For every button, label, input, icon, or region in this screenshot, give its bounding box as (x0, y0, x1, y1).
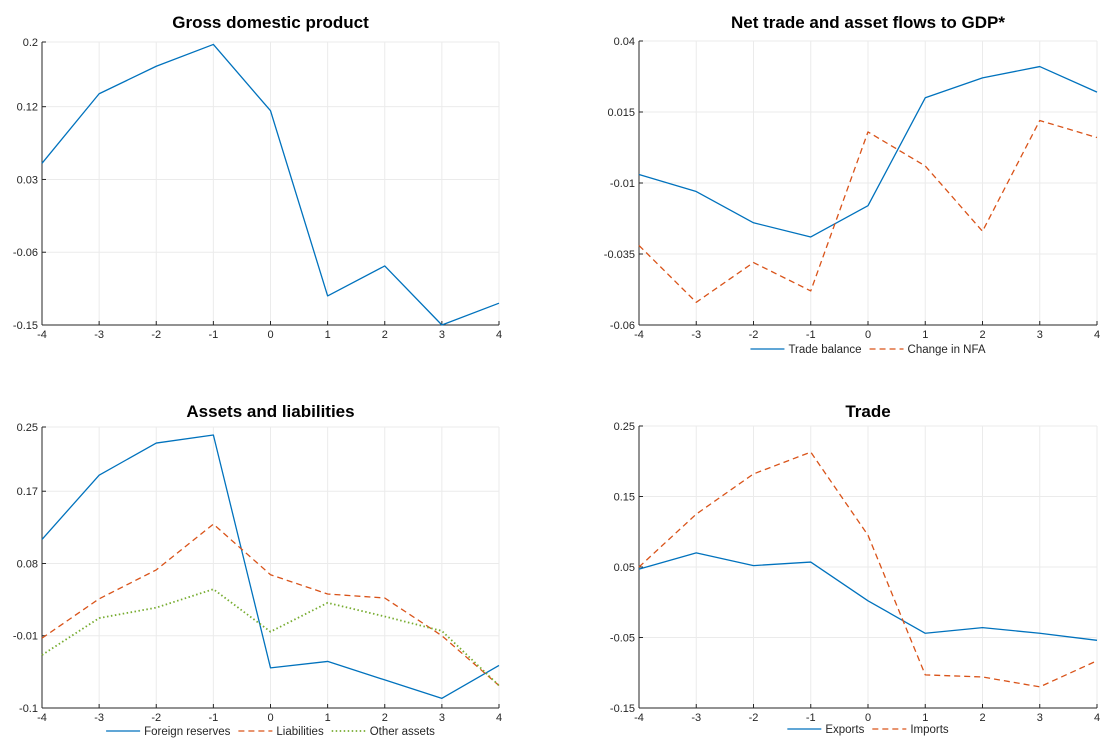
chart-1-xtick-label-4: 0 (865, 329, 871, 341)
chart-2-xtick-label-1: -3 (94, 712, 104, 724)
chart-1-xtick-label-5: 1 (922, 329, 928, 341)
chart-3-xtick-label-3: -1 (806, 712, 816, 724)
chart-1-ytick-label-4: 0.04 (614, 36, 635, 48)
chart-1-legend-label-0: Trade balance (788, 344, 861, 356)
chart-3-xtick-label-5: 1 (922, 712, 928, 724)
chart-2-legend-label-2: Other assets (370, 726, 435, 738)
chart-1-xtick-label-6: 2 (979, 329, 985, 341)
chart-3-xtick-label-0: -4 (634, 712, 644, 724)
chart-3-title: Trade (845, 402, 890, 421)
chart-0-xtick-label-5: 1 (325, 329, 331, 341)
chart-0-xtick-label-1: -3 (94, 329, 104, 341)
chart-3-ytick-label-3: 0.15 (614, 492, 635, 504)
chart-1-xtick-label-7: 3 (1037, 329, 1043, 341)
chart-2-series-line-2 (41, 588, 500, 687)
chart-2-ytick-label-4: 0.25 (17, 422, 38, 434)
net-trade-chart-panel: -0.06 -0.035 -0.01 0.015 0.04 -4 -3 -2 -1 0 1 2 3 4 Ne… (604, 13, 1100, 356)
chart-2-xtick-label-6: 2 (382, 712, 388, 724)
chart-0-title: Gross domestic product (172, 13, 369, 32)
chart-3-series-line-0 (638, 552, 1098, 641)
chart-2-xtick-label-7: 3 (439, 712, 445, 724)
chart-2-xtick-label-5: 1 (325, 712, 331, 724)
chart-0-series-line-0 (41, 43, 500, 326)
chart-3-ytick-label-2: 0.05 (614, 562, 635, 574)
chart-3-xtick-label-7: 3 (1037, 712, 1043, 724)
chart-1-ytick-label-2: -0.01 (610, 178, 635, 190)
chart-0-xtick-label-4: 0 (267, 329, 273, 341)
chart-0-xtick-label-2: -2 (151, 329, 161, 341)
chart-2-series-line-0 (41, 434, 500, 700)
chart-1-xtick-label-8: 4 (1094, 329, 1100, 341)
chart-1-series-line-0 (638, 65, 1098, 238)
chart-1-xtick-label-3: -1 (806, 329, 816, 341)
chart-2-series-line-1 (41, 523, 500, 687)
chart-3-legend-label-1: Imports (910, 724, 949, 736)
chart-3-legend-label-0: Exports (825, 724, 864, 736)
chart-1-ytick-label-0: -0.06 (610, 320, 635, 332)
chart-2-xtick-label-3: -1 (208, 712, 218, 724)
chart-3-legend: Exports Imports (787, 724, 949, 736)
chart-1-title: Net trade and asset flows to GDP* (731, 13, 1005, 32)
chart-3-xtick-label-4: 0 (865, 712, 871, 724)
chart-1-legend: Trade balance Change in NFA (750, 344, 986, 356)
chart-0-xtick-label-8: 4 (496, 329, 502, 341)
chart-0-ytick-label-4: 0.2 (23, 37, 38, 49)
chart-2-xtick-label-0: -4 (37, 712, 47, 724)
chart-0-xtick-label-0: -4 (37, 329, 47, 341)
chart-2-xtick-label-4: 0 (267, 712, 273, 724)
assets-liabilities-chart-panel: -0.1 -0.01 0.08 0.17 0.25 -4 -3 -2 -1 0 1 2 3 4 Assets… (13, 402, 502, 738)
chart-1-series-line-1 (638, 119, 1098, 303)
chart-2-title: Assets and liabilities (186, 402, 354, 421)
chart-0-ytick-label-2: 0.03 (17, 174, 38, 186)
chart-0-xtick-label-6: 2 (382, 329, 388, 341)
chart-3-ytick-label-4: 0.25 (614, 421, 635, 433)
chart-0-ytick-label-1: -0.06 (13, 247, 38, 259)
chart-1-xtick-label-1: -3 (691, 329, 701, 341)
chart-1-xtick-label-2: -2 (749, 329, 759, 341)
chart-1-xtick-label-0: -4 (634, 329, 644, 341)
chart-3-xtick-label-8: 4 (1094, 712, 1100, 724)
gdp-chart-panel: -0.15 -0.06 0.03 0.12 0.2 -4 -3 -2 -1 0 1 2 3 4 Gross … (13, 13, 502, 341)
chart-1-legend-label-1: Change in NFA (908, 344, 986, 356)
chart-3-xtick-label-6: 2 (979, 712, 985, 724)
chart-0-xtick-label-7: 3 (439, 329, 445, 341)
chart-3-xtick-label-2: -2 (749, 712, 759, 724)
chart-1-ytick-label-1: -0.035 (604, 249, 635, 261)
chart-3-ytick-label-1: -0.05 (610, 633, 635, 645)
chart-2-ytick-label-0: -0.1 (19, 703, 38, 715)
chart-2-ytick-label-3: 0.17 (17, 486, 38, 498)
chart-1-ytick-label-3: 0.015 (607, 107, 635, 119)
chart-0-ytick-label-3: 0.12 (17, 102, 38, 114)
trade-chart-panel: -0.15 -0.05 0.05 0.15 0.25 -4 -3 -2 -1 0 1 2 3 4 Trade… (610, 402, 1100, 736)
chart-3-xtick-label-1: -3 (691, 712, 701, 724)
chart-0-ytick-label-0: -0.15 (13, 320, 38, 332)
chart-2-legend-label-1: Liabilities (276, 726, 324, 738)
chart-2-legend-label-0: Foreign reserves (144, 726, 231, 738)
chart-3-ytick-label-0: -0.15 (610, 703, 635, 715)
chart-2-xtick-label-2: -2 (151, 712, 161, 724)
chart-3-series-line-1 (638, 451, 1098, 688)
chart-0-xtick-label-3: -1 (208, 329, 218, 341)
chart-2-ytick-label-1: -0.01 (13, 631, 38, 643)
chart-2-xtick-label-8: 4 (496, 712, 502, 724)
chart-2-ytick-label-2: 0.08 (17, 558, 38, 570)
chart-2-legend: Foreign reserves Liabilities Other assets (106, 726, 435, 738)
